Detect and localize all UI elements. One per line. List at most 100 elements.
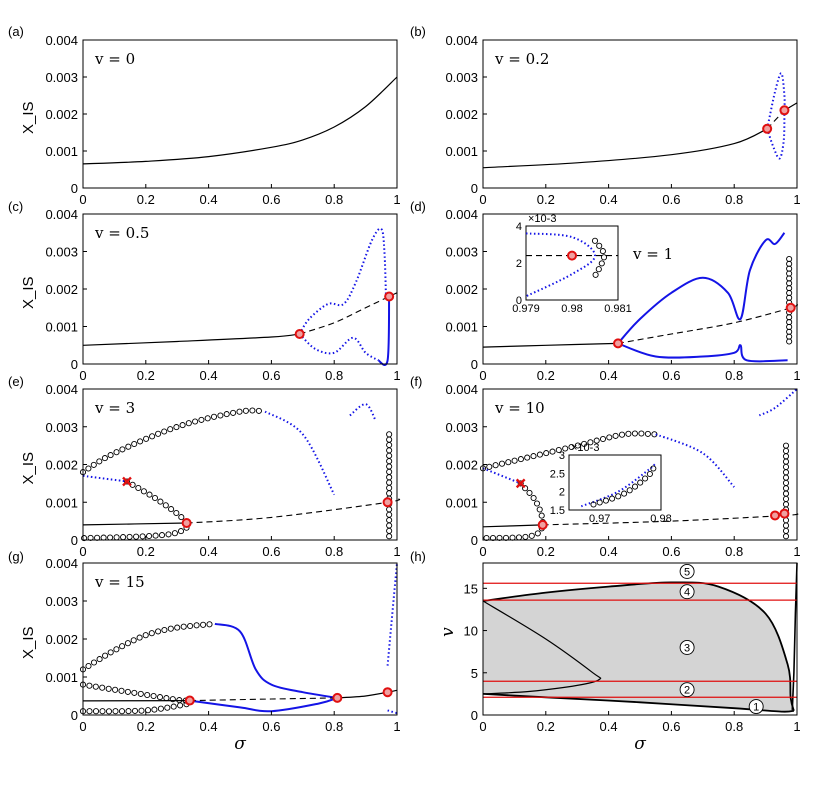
- periodic-orbit-point: [615, 493, 622, 500]
- x-tick-label: 1: [393, 368, 400, 383]
- y-tick-label: 0.001: [45, 144, 78, 159]
- x-tick-label: 1: [393, 719, 400, 734]
- periodic-orbit-point: [156, 694, 164, 701]
- periodic-orbit-point: [599, 435, 607, 443]
- y-tick-label: 0: [471, 708, 478, 723]
- stable-steady-state: [82, 522, 187, 526]
- y-tick-label: 0.004: [45, 556, 78, 571]
- periodic-orbit-point: [596, 242, 603, 249]
- y-tick-label: 0.001: [45, 670, 78, 685]
- periodic-orbit-point: [151, 706, 158, 713]
- inset-exponent: ×10-3: [571, 442, 599, 454]
- y-tick-label: 0.003: [45, 420, 78, 435]
- periodic-orbit-point: [587, 439, 594, 446]
- y-axis-label: v: [438, 627, 458, 637]
- panel-label: (g): [8, 549, 24, 564]
- periodic-orbit-point: [131, 440, 138, 448]
- periodic-orbit-point: [612, 432, 619, 439]
- stable-steady-state: [482, 342, 619, 348]
- panel-label: (e): [8, 374, 24, 389]
- periodic-orbit-point: [782, 479, 790, 486]
- periodic-orbit-point: [492, 462, 499, 469]
- periodic-orbit-point: [646, 470, 653, 478]
- periodic-orbit-point: [120, 534, 127, 541]
- x-tick-label: 0.4: [600, 368, 618, 383]
- x-tick-label: 1: [393, 544, 400, 559]
- inset-x-tick-label: 0.981: [604, 303, 632, 315]
- periodic-orbit-point: [118, 708, 126, 715]
- periodic-orbit-point: [136, 634, 143, 641]
- region-number: 1: [753, 702, 759, 714]
- periodic-orbit-point: [386, 527, 393, 534]
- periodic-orbit-point: [386, 441, 393, 449]
- periodic-orbit-point: [157, 498, 164, 505]
- x-tick-label: 0.2: [537, 368, 555, 383]
- periodic-orbit-point: [782, 447, 790, 455]
- fold-marker: [122, 476, 132, 487]
- periodic-orbit-point: [162, 502, 169, 509]
- periodic-orbit-point: [173, 509, 180, 517]
- periodic-orbit-point: [526, 489, 533, 496]
- hopf-point: [382, 497, 393, 508]
- inset-orbit-branch: [525, 232, 597, 298]
- periodic-orbit-point: [255, 407, 262, 414]
- panel-label: (b): [410, 24, 426, 39]
- x-tick-label: 0.4: [600, 544, 618, 559]
- stable-orbit-branch: [214, 622, 338, 699]
- inset-f: 0.97 0.98 1.5 2 2.5 3 ×10-3: [550, 442, 672, 525]
- x-tick-label: 0.2: [137, 719, 155, 734]
- periodic-orbit-point: [185, 420, 192, 427]
- x-tick-label: 0.4: [600, 719, 618, 734]
- periodic-orbit-point: [200, 621, 207, 628]
- periodic-orbit-point: [386, 447, 393, 454]
- y-tick-label: 0.001: [45, 320, 78, 335]
- y-tick-label: 0.004: [45, 33, 78, 48]
- y-tick-label: 0.002: [45, 107, 78, 122]
- hopf-point: [181, 518, 192, 529]
- y-tick-label: 0.003: [45, 594, 78, 609]
- periodic-orbit-point: [151, 494, 159, 502]
- y-tick-label: 0: [471, 357, 478, 372]
- periodic-orbit-point: [173, 424, 180, 431]
- periodic-orbit-point: [192, 418, 199, 425]
- periodic-orbit-point: [167, 426, 174, 433]
- x-tick-label: 0: [79, 719, 86, 734]
- x-tick-label: 0.6: [662, 368, 680, 383]
- periodic-orbit-point: [204, 415, 211, 422]
- periodic-orbit-point: [135, 484, 142, 492]
- periodic-orbit-point: [581, 440, 588, 447]
- panel-f: (f) 0 0.2 0.4 0.6 0.8 1 0 0.001 0.002 0.003 0.004 v …: [410, 374, 801, 559]
- periodic-orbit-point: [596, 499, 603, 506]
- periodic-orbit-point: [782, 533, 790, 540]
- unstable-orbit-branch: [387, 709, 398, 715]
- stable-orbit-branch: [377, 296, 391, 366]
- unstable-orbit-branch: [298, 333, 379, 362]
- unstable-orbit-branch: [766, 110, 786, 160]
- y-tick-label: 0.002: [445, 458, 478, 473]
- periodic-orbit-point: [782, 474, 790, 481]
- periodic-orbit-point: [155, 430, 162, 437]
- periodic-orbit-point: [524, 454, 531, 461]
- periodic-orbit-point: [155, 628, 162, 635]
- inset-y-tick-label: 0: [516, 295, 522, 307]
- periodic-orbit-point: [625, 430, 632, 437]
- stable-steady-state: [482, 524, 543, 528]
- panel-label: (c): [8, 199, 23, 214]
- y-tick-label: 0.001: [445, 320, 478, 335]
- periodic-orbit-point: [140, 488, 147, 495]
- x-tick-label: 0.2: [137, 192, 155, 207]
- plot-frame: [482, 562, 798, 716]
- x-tick-label: 0: [79, 368, 86, 383]
- periodic-orbit-point: [177, 528, 185, 535]
- unstable-orbit-branch: [264, 410, 336, 496]
- periodic-orbit-point: [143, 435, 150, 442]
- hopf-point: [332, 692, 343, 703]
- hopf-point: [294, 329, 305, 339]
- x-tick-label: 0: [479, 719, 486, 734]
- periodic-orbit-point: [644, 430, 651, 437]
- periodic-orbit-point: [782, 453, 790, 460]
- inset-x-tick-label: 0.979: [512, 303, 540, 315]
- periodic-orbit-point: [81, 535, 88, 542]
- periodic-orbit-point: [386, 474, 393, 481]
